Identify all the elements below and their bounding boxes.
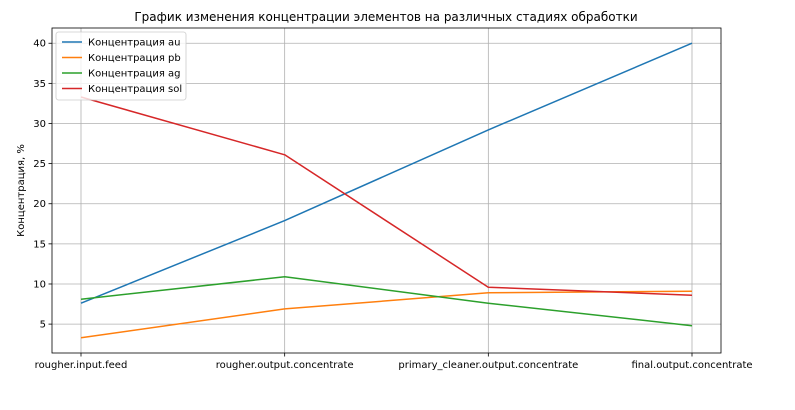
series-lines	[80, 42, 693, 339]
legend-box	[55, 31, 187, 101]
series-line	[80, 290, 693, 339]
y-tick-label: 15	[33, 239, 46, 250]
legend-entry: Концентрация au	[88, 38, 181, 49]
y-tick-label: 5	[40, 320, 46, 331]
legend-entry: Концентрация pb	[88, 53, 181, 64]
y-axis: 5 10 15 20 25 30 35 40	[33, 39, 52, 331]
y-axis-label: Концентрация, %	[16, 144, 27, 237]
y-tick-label: 10	[33, 279, 46, 290]
legend: Концентрация au Концентрация pb Концентрац…	[55, 31, 187, 101]
x-tick-label: rougher.output.concentrate	[216, 360, 354, 371]
y-tick-label: 20	[33, 199, 46, 210]
series-line	[80, 42, 693, 304]
series-line	[80, 276, 693, 327]
y-tick-label: 35	[33, 79, 46, 90]
y-tick-label: 25	[33, 159, 46, 170]
y-tick-label: 30	[33, 119, 46, 130]
legend-entry: Концентрация ag	[88, 69, 181, 80]
x-tick-label: final.output.concentrate	[631, 360, 752, 371]
plot-area	[51, 27, 722, 354]
series-line	[80, 96, 693, 296]
y-tick-label: 40	[33, 39, 46, 50]
x-tick-label: rougher.input.feed	[35, 360, 128, 371]
x-tick-label: primary_cleaner.output.concentrate	[398, 360, 578, 371]
chart-title: График изменения концентрации элементов …	[134, 10, 637, 24]
legend-entry: Концентрация sol	[88, 84, 182, 95]
x-axis: rougher.input.feed rougher.output.concent…	[35, 353, 753, 371]
